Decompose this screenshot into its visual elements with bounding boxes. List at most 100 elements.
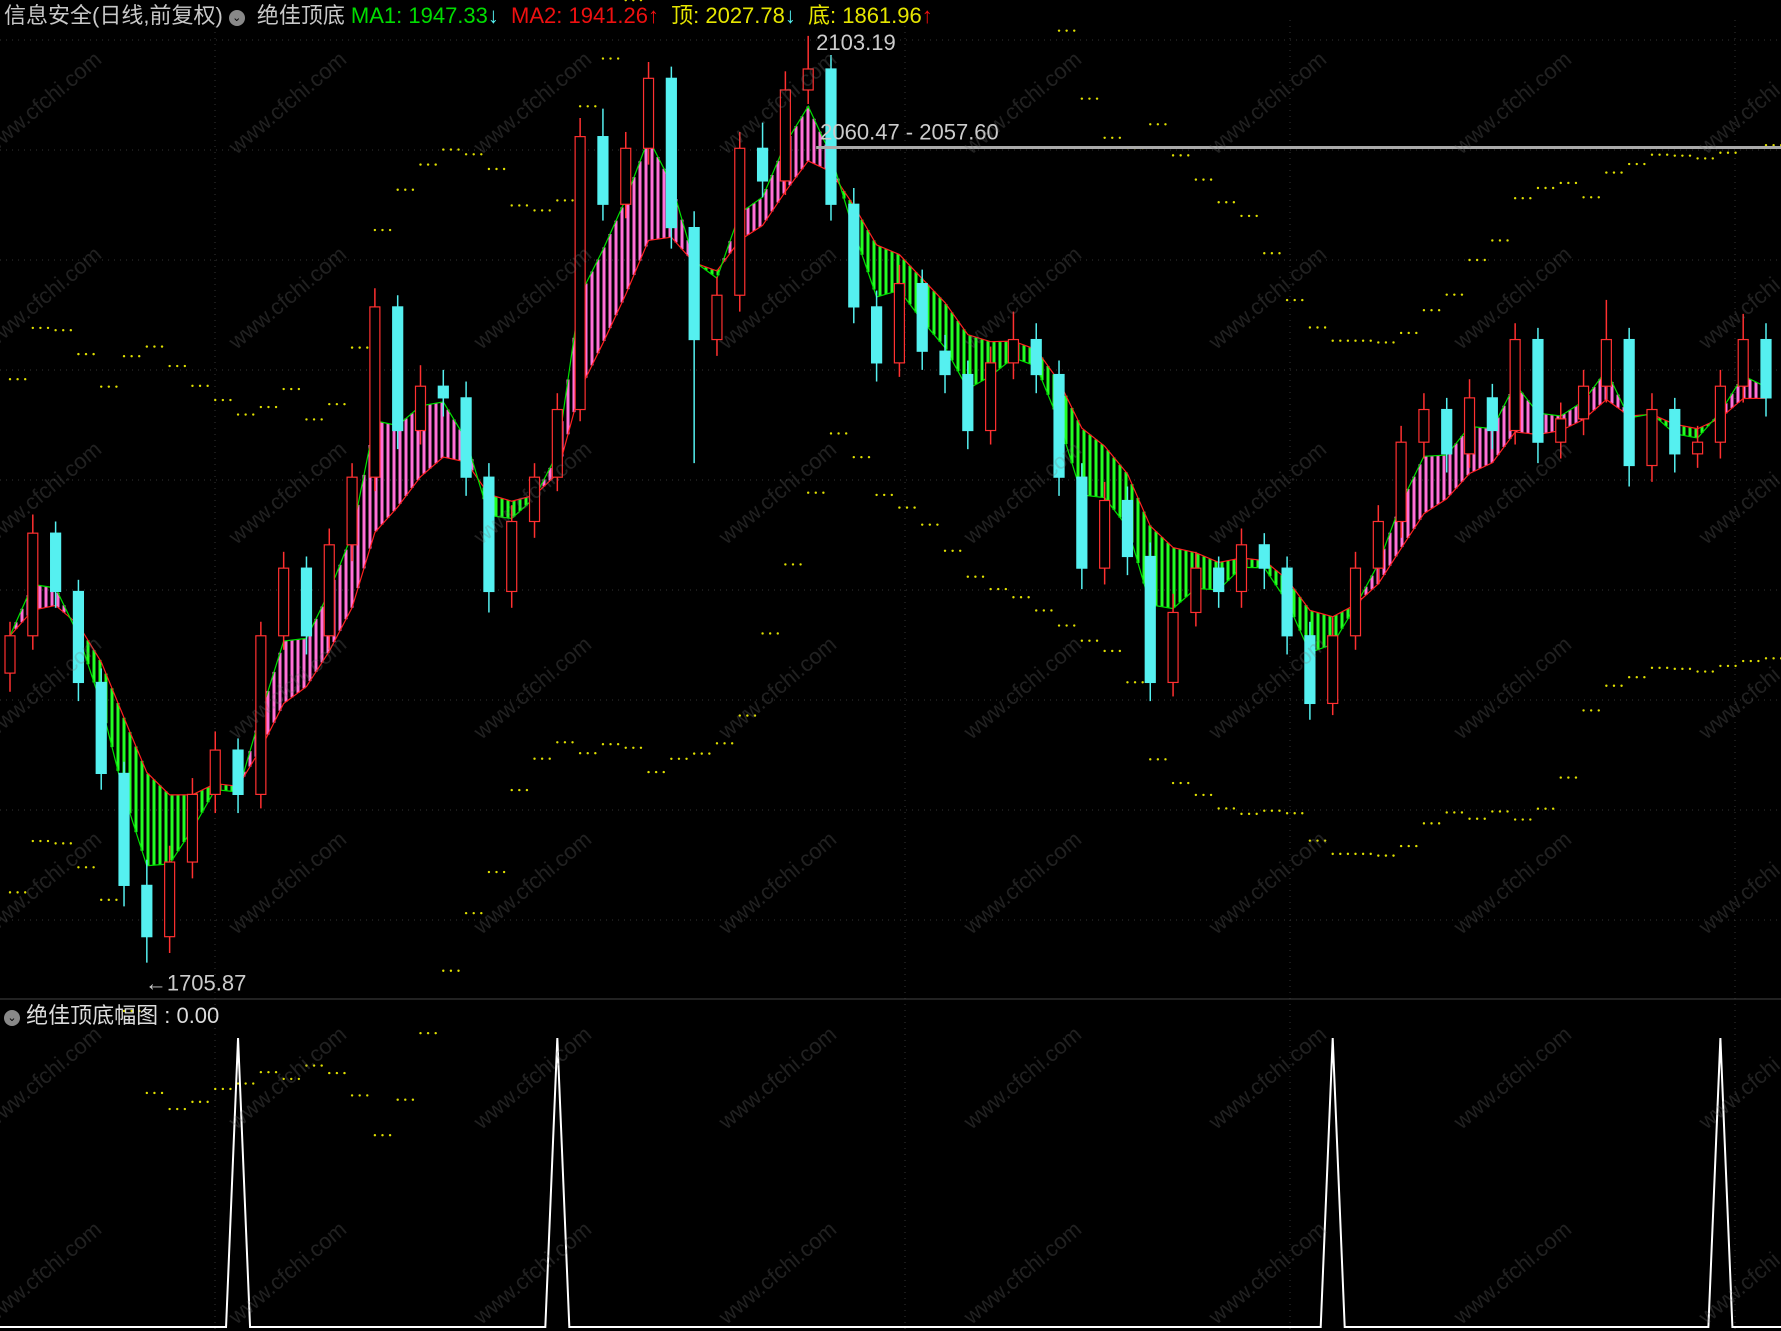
band-dot xyxy=(571,741,574,744)
band-dot xyxy=(1118,136,1122,139)
ma2-line xyxy=(9,160,1767,796)
band-dot xyxy=(1460,811,1464,814)
band-dot xyxy=(1475,817,1479,820)
candle-body xyxy=(528,476,541,523)
band-dot xyxy=(1513,197,1517,200)
band-dot xyxy=(1057,29,1061,32)
band-dot xyxy=(1179,781,1182,785)
band-dot xyxy=(921,523,924,526)
band-dot xyxy=(1605,171,1608,174)
band-dot xyxy=(487,167,491,171)
band-dot xyxy=(328,1071,331,1075)
collapse-icon[interactable]: ⌄ xyxy=(4,1010,20,1026)
candle-body xyxy=(1714,385,1726,443)
collapse-icon[interactable]: ⌄ xyxy=(228,10,245,26)
band-dot xyxy=(396,1098,399,1101)
band-dot xyxy=(1772,143,1775,147)
band-dot xyxy=(1111,649,1114,653)
band-dot xyxy=(31,326,35,330)
indicator-name[interactable]: 绝佳顶底 xyxy=(256,3,345,28)
band-dot xyxy=(267,405,270,409)
band-dot xyxy=(1703,670,1707,673)
band-dot xyxy=(1255,812,1258,816)
band-dot xyxy=(290,387,293,391)
band-dot xyxy=(1567,181,1570,185)
band-dot xyxy=(312,1064,316,1067)
band-dot xyxy=(966,575,970,578)
band-dot xyxy=(1285,298,1289,302)
band-dot xyxy=(563,199,567,202)
band-dot xyxy=(1605,684,1608,687)
band-dot xyxy=(715,742,719,745)
band-dot xyxy=(1399,844,1403,848)
candle-body xyxy=(642,77,655,149)
band-dot xyxy=(1589,196,1593,199)
band-dot xyxy=(39,839,42,843)
band-dot xyxy=(100,385,103,388)
band-dot xyxy=(183,1107,187,1111)
band-dot xyxy=(69,329,73,332)
candle-body xyxy=(4,635,16,674)
band-dot xyxy=(214,398,217,402)
band-dot xyxy=(1164,123,1167,126)
band-dot xyxy=(24,378,27,381)
band-dot xyxy=(1475,258,1479,262)
candle-body xyxy=(27,532,39,637)
band-dot xyxy=(624,746,627,750)
band-dot xyxy=(1658,153,1661,156)
band-dot xyxy=(1582,196,1585,199)
candle-body xyxy=(300,567,313,637)
band-dot xyxy=(1171,154,1175,157)
band-dot xyxy=(1582,709,1585,712)
band-dot xyxy=(1643,675,1646,679)
band-dot xyxy=(411,188,415,191)
band-dot xyxy=(1703,157,1707,160)
band-dot xyxy=(768,632,772,635)
band-dot xyxy=(138,1009,141,1013)
band-dot xyxy=(1194,793,1198,797)
band-dot xyxy=(107,898,111,902)
band-dot xyxy=(1065,29,1068,32)
band-dot xyxy=(168,1107,171,1111)
candle-body xyxy=(1167,611,1179,684)
price-level-label: 2060.47 - 2057.60 xyxy=(820,120,999,145)
band-dot xyxy=(252,1082,255,1085)
band-dot xyxy=(153,345,156,348)
band-dot xyxy=(145,345,149,348)
band-dot xyxy=(1339,852,1342,856)
band-dot xyxy=(77,352,80,356)
band-dot xyxy=(1361,339,1365,342)
candle-body xyxy=(1486,397,1498,432)
candle-body xyxy=(916,282,928,352)
band-dot xyxy=(563,741,567,744)
band-dot xyxy=(1681,154,1684,157)
band-dot xyxy=(1627,162,1631,166)
band-dot xyxy=(388,228,392,232)
band-dot xyxy=(943,549,947,553)
band-dot xyxy=(160,345,164,348)
band-dot xyxy=(852,455,855,459)
band-dot xyxy=(510,788,513,792)
band-dot xyxy=(1095,97,1099,100)
band-dot xyxy=(936,523,939,526)
band-dot xyxy=(449,969,453,972)
band-dot xyxy=(1559,776,1562,779)
band-dot xyxy=(1491,239,1494,242)
candle-body xyxy=(1418,408,1430,443)
band-dot xyxy=(1080,97,1084,100)
band-dot xyxy=(951,549,954,553)
band-dot xyxy=(1719,151,1722,154)
band-dot xyxy=(46,326,50,330)
band-dot xyxy=(1247,214,1251,218)
band-dot xyxy=(1346,852,1350,856)
band-dot xyxy=(335,402,339,406)
band-dot xyxy=(624,0,627,2)
band-dot xyxy=(647,770,650,774)
band-dot xyxy=(997,587,1000,591)
band-dot xyxy=(290,1077,293,1081)
band-dot xyxy=(100,898,103,902)
band-dot xyxy=(1643,162,1646,166)
top-readout: 顶: 2027.78 xyxy=(671,3,785,28)
band-dot xyxy=(898,506,901,509)
